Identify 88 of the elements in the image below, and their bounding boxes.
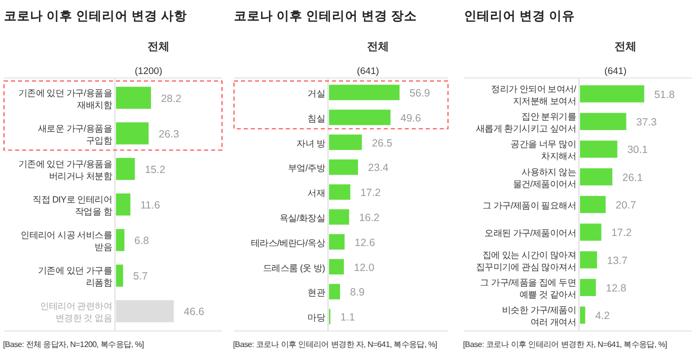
bar	[580, 112, 626, 130]
bar	[116, 264, 124, 287]
data-label: 28.2	[160, 92, 182, 105]
y-tick-label: 기존에 있던 가구/용품을 재배치함	[18, 88, 112, 110]
y-tick-label: 오래된 가구/제품이어서	[484, 228, 576, 238]
data-label: 20.7	[616, 200, 636, 212]
bar	[580, 306, 586, 324]
y-tick-label: 테라스/베란다/옥상	[250, 238, 326, 248]
bar	[580, 251, 597, 268]
data-label: 6.8	[134, 235, 150, 248]
data-label: 17.2	[611, 227, 632, 240]
data-label: 12.6	[354, 236, 376, 249]
data-label: 51.8	[654, 88, 675, 101]
y-tick-label: 인테리어 시공 서비스를 받음	[20, 230, 112, 252]
bar	[580, 140, 618, 158]
y-tick-label: 집안 분위기를 새롭게 환기시키고 싶어서	[476, 112, 576, 134]
data-label: 37.3	[636, 116, 657, 128]
y-tick-label: 기존에 있던 가구/용품을 버리거나 처분함	[18, 158, 112, 181]
bar	[580, 196, 606, 214]
bar	[329, 234, 345, 250]
data-label: 49.6	[400, 112, 422, 124]
y-tick-label: 그 가구/제품을 집에 두면 예쁠 것 같아서	[480, 278, 576, 300]
y-tick-label: 사용하지 않는 물건/제품이어서	[512, 166, 576, 189]
bar	[329, 159, 358, 175]
chart-title: 코로나 이후 인테리어 변경 장소	[234, 9, 417, 23]
bar	[116, 122, 149, 144]
data-label: 30.1	[627, 144, 648, 156]
data-label: 17.2	[360, 187, 381, 200]
chart-subtitle: 전체	[148, 41, 170, 53]
data-label: 26.5	[372, 137, 392, 150]
y-tick-label: 거실	[308, 88, 325, 98]
bar	[329, 184, 350, 200]
chart-title: 코로나 이후 인테리어 변경 사항	[4, 9, 187, 23]
data-label: 12.0	[354, 262, 374, 274]
y-tick-label: 부엌/주방	[288, 163, 326, 174]
y-tick-label: 드레스룸 (옷 방)	[263, 262, 326, 273]
bar	[580, 168, 612, 186]
bar	[116, 86, 151, 109]
chart-subtitle: 전체	[614, 41, 636, 53]
bar	[329, 284, 340, 300]
data-label: 1.1	[340, 312, 356, 324]
y-tick-label: 정리가 안되어 보여서/ 지저분해 보여서	[491, 84, 577, 106]
data-label: 4.2	[595, 310, 610, 322]
y-tick-label: 새로운 가구/용품을 구입함	[38, 123, 112, 146]
y-tick-label: 집에 있는 시간이 많아져 집꾸미기에 관심 많아져서	[476, 250, 576, 272]
y-tick-label: 비슷한 가구/제품이 여러 개여서	[502, 305, 576, 328]
data-label: 8.9	[350, 286, 365, 299]
data-label: 23.4	[368, 162, 389, 174]
data-label: 56.9	[410, 87, 430, 100]
y-tick-label: 마당	[308, 312, 326, 323]
text: (641)	[604, 66, 627, 77]
text: (641)	[356, 66, 380, 77]
bar	[580, 278, 596, 296]
text: [Base: 코로나 이후 인테리어 변경한 자, N=641, 복수응답, %]	[233, 340, 438, 349]
bar	[580, 85, 644, 102]
data-label: 11.6	[140, 200, 160, 212]
bar	[329, 110, 391, 126]
chart-subtitle: 전체	[367, 41, 389, 53]
y-tick-label: 침실	[308, 113, 325, 124]
bar	[116, 158, 135, 180]
chart-title: 인테리어 변경 이유	[464, 9, 575, 23]
data-label: 15.2	[144, 164, 166, 176]
y-tick-label: 그 가구/제품이 필요해서	[482, 200, 576, 210]
bar	[329, 259, 344, 274]
bar	[116, 229, 124, 252]
data-label: 26.3	[158, 128, 180, 140]
data-label: 12.8	[606, 282, 626, 294]
text: [Base: 코로나 이후 인테리어 변경한 자, N=641, 복수응답, %]	[463, 340, 668, 349]
bar	[116, 193, 130, 216]
text: (1200)	[134, 66, 162, 77]
bar	[329, 84, 400, 100]
bar	[580, 224, 602, 241]
data-label: 16.2	[359, 212, 380, 224]
bar	[329, 134, 362, 150]
data-label: 5.7	[133, 270, 148, 283]
y-tick-label: 욕실/화장실	[279, 212, 325, 223]
data-label: 13.7	[606, 254, 628, 267]
y-tick-label: 현관	[308, 288, 326, 298]
data-label: 46.6	[184, 306, 204, 318]
data-label: 26.1	[622, 172, 643, 184]
bar	[329, 209, 350, 225]
y-tick-label: 인테리어 관련하여 변경한 것 없음	[40, 301, 112, 324]
y-tick-label: 자녀 방	[296, 138, 326, 148]
y-tick-label: 기존에 있던 가구를 리폼함	[38, 266, 112, 288]
y-tick-label: 공간을 너무 많이 차지해서	[510, 139, 576, 162]
text: [Base: 전체 응답자, N=1200, 복수응답, %]	[3, 340, 144, 349]
y-tick-label: 서재	[308, 188, 325, 198]
y-tick-label: 직접 DIY로 인테리어 작업을 함	[32, 194, 112, 216]
